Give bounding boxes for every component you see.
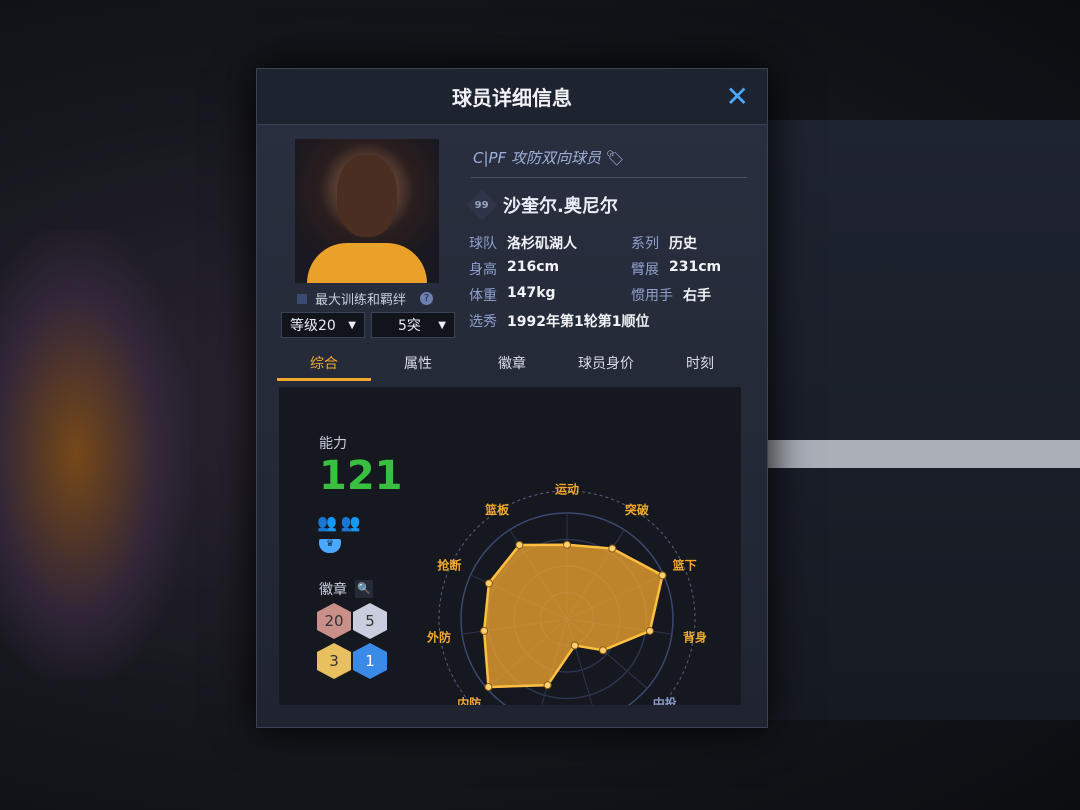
player-name: 沙奎尔.奥尼尔: [503, 196, 618, 217]
tab-overview[interactable]: 综合: [277, 347, 371, 381]
radar-axis-label: 运动: [555, 483, 579, 497]
ability-label: 能力: [319, 436, 347, 452]
radar-axis-label: 突破: [625, 502, 649, 517]
info-weight: 体重 147kg: [469, 285, 556, 304]
tab-moments[interactable]: 时刻: [686, 356, 714, 372]
tag-icon: 🏷: [605, 149, 625, 167]
radar-point: [599, 646, 608, 655]
radar-axis-label: 背身: [683, 629, 707, 644]
radar-axis-label: 中投: [653, 696, 677, 705]
radar-point: [658, 571, 667, 580]
radar-point: [563, 540, 571, 549]
chevron-down-icon: ▼: [348, 319, 356, 331]
bond-icon: 👥: [340, 513, 361, 532]
radar-axis-label: 外防: [427, 629, 451, 644]
radar-point: [645, 626, 654, 635]
background-list: [760, 120, 1080, 720]
radar-axis-label: 篮板: [484, 502, 510, 517]
ability-value: 121: [319, 453, 403, 499]
modal-title: 球员详细信息: [452, 86, 572, 110]
radar-outer-ring: [438, 490, 696, 705]
player-position: C|PF 攻防双向球员 🏷: [473, 147, 625, 168]
breakthrough-value: 5突: [398, 318, 421, 334]
jersey-number: 99: [466, 189, 498, 221]
info-hand: 惯用手 右手: [631, 288, 711, 304]
player-detail-modal: 球员详细信息 ✕ 最大训练和羁绊 ? 等级20 ▼ 5突 ▼ C|PF 攻防双向球员…: [256, 68, 768, 728]
tab-bar: 综合 属性 徽章 球员身价 时刻: [277, 347, 747, 381]
badges-header: 徽章 🔍: [319, 579, 373, 599]
tab-value[interactable]: 球员身价: [578, 356, 634, 372]
player-portrait: [295, 139, 439, 283]
team-chemistry-icon: 👥: [317, 513, 337, 532]
modal-header: 球员详细信息 ✕: [257, 69, 767, 125]
info-height: 身高 216cm: [469, 259, 560, 278]
search-icon[interactable]: 🔍: [355, 580, 373, 598]
radar-point: [484, 579, 493, 588]
crown-icon: ♛: [319, 539, 341, 553]
radar-point: [570, 641, 579, 650]
checkbox[interactable]: [297, 293, 307, 304]
info-team: 球队 洛杉矶湖人: [469, 236, 577, 252]
radar-axis-label: 篮下: [672, 557, 697, 572]
player-name-row: 99 沙奎尔.奥尼尔: [466, 189, 618, 221]
background-player-art: [0, 230, 190, 680]
background-selected-row: [760, 440, 1080, 468]
position-text: C|PF 攻防双向球员: [473, 149, 601, 167]
info-series: 系列 历史: [631, 236, 697, 252]
level-value: 等级20: [290, 318, 336, 334]
radar-point: [515, 540, 524, 549]
tab-badges[interactable]: 徽章: [498, 356, 526, 372]
level-dropdown[interactable]: 等级20 ▼: [281, 312, 365, 338]
tab-attributes[interactable]: 属性: [404, 356, 432, 372]
radar-point: [480, 626, 489, 635]
radar-axis-label: 抢断: [437, 557, 461, 572]
radar-point: [543, 681, 552, 690]
info-draft: 选秀 1992年第1轮第1顺位: [469, 314, 650, 330]
breakthrough-dropdown[interactable]: 5突 ▼: [371, 312, 455, 338]
close-icon[interactable]: ✕: [725, 80, 749, 113]
overview-panel: 能力 121 👥👥 ♛ 徽章🔍 20 5 3 1 运动突破篮下背身中投三分组织内…: [279, 387, 741, 705]
divider: [471, 177, 747, 178]
radar-point: [608, 544, 617, 553]
radar-axis-label: 内防: [457, 696, 481, 705]
info-wingspan: 臂展 231cm: [631, 259, 722, 278]
max-training-toggle[interactable]: 最大训练和羁绊 ?: [297, 289, 434, 308]
radar-point: [484, 683, 493, 692]
radar-area: [482, 543, 664, 689]
help-icon[interactable]: ?: [420, 292, 434, 305]
bond-label: 最大训练和羁绊: [315, 293, 407, 308]
radar-chart: 运动突破篮下背身中投三分组织内防外防抢断篮板: [427, 483, 707, 705]
chevron-down-icon: ▼: [438, 319, 446, 331]
